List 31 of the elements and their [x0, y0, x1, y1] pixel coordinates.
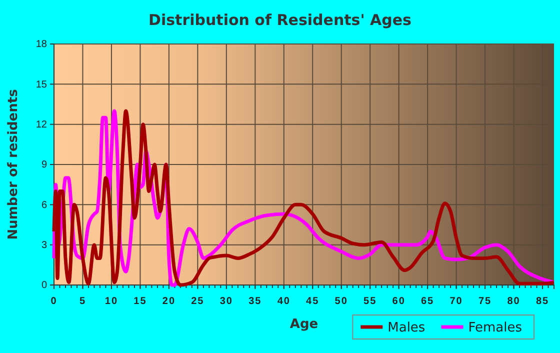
x-tick-label: 40 — [277, 296, 290, 307]
chart-title: Distribution of Residents' Ages — [148, 11, 412, 29]
legend-label: Males — [388, 320, 426, 336]
y-axis-title: Number of residents — [6, 88, 21, 240]
x-tick-label: 35 — [248, 296, 262, 307]
x-tick-label: 80 — [507, 296, 520, 307]
y-tick-label: 9 — [41, 160, 48, 171]
x-tick-label: 15 — [134, 296, 147, 307]
x-tick-label: 25 — [191, 296, 204, 307]
y-tick-label: 6 — [41, 200, 48, 211]
x-tick-label: 45 — [306, 296, 320, 307]
line-series — [52, 109, 556, 287]
x-tick-label: 70 — [450, 296, 463, 307]
y-tick-label: 3 — [41, 240, 48, 252]
x-axis-title: Age — [290, 317, 318, 332]
x-tick-label: 75 — [478, 296, 492, 307]
legend-label: Females — [468, 320, 522, 336]
x-tick-label: 65 — [421, 296, 434, 307]
y-tick-label: 18 — [36, 39, 48, 50]
x-tick-label: 20 — [162, 296, 176, 307]
x-tick-label: 10 — [104, 296, 118, 307]
x-tick-label: 60 — [392, 296, 406, 307]
x-tick-label: 55 — [364, 296, 377, 307]
x-tick-label: 85 — [536, 296, 550, 307]
x-tick-label: 0 — [50, 296, 58, 307]
y-tick-label: 15 — [36, 79, 48, 90]
x-tick-label: 5 — [79, 296, 86, 307]
x-tick-label: 50 — [334, 296, 348, 307]
x-tick-label: 30 — [220, 296, 233, 307]
y-tick-label: 12 — [36, 120, 48, 131]
y-tick-label: 0 — [41, 280, 48, 292]
